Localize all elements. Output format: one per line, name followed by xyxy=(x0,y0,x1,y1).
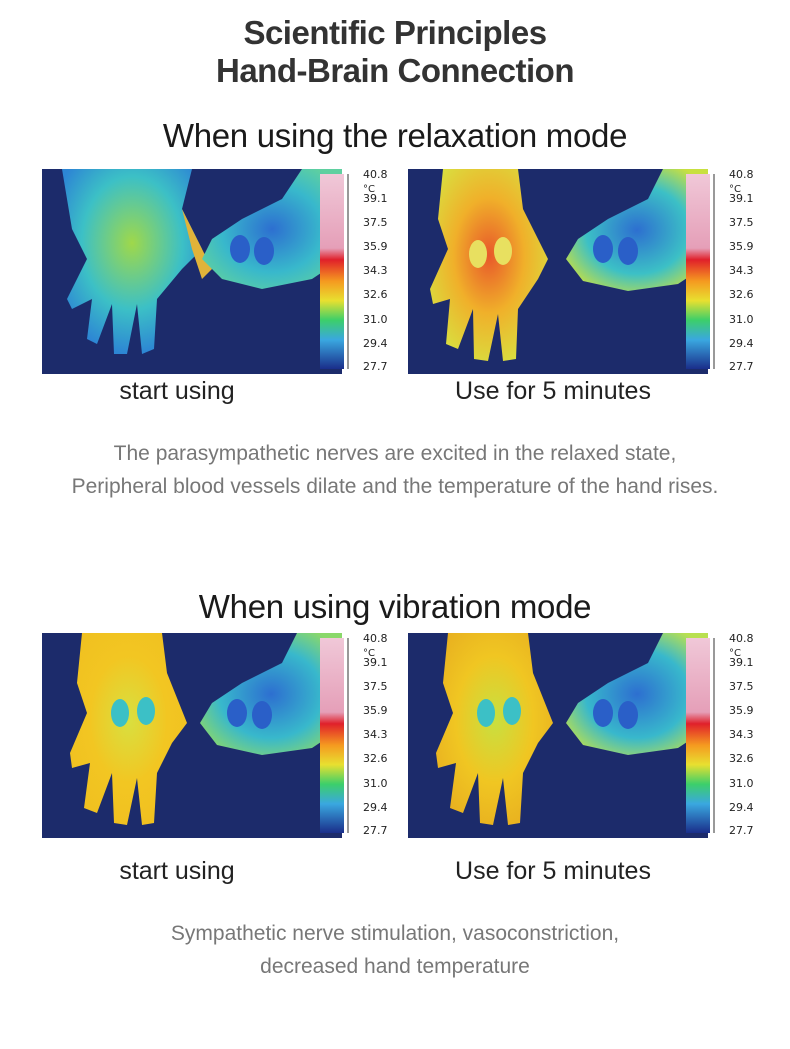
relaxation-heading: When using the relaxation mode xyxy=(162,117,628,154)
scale-label: 32.6 xyxy=(363,288,388,301)
thermal-image-relaxation-start xyxy=(42,169,342,374)
temperature-scale-1: 40.8 °C 39.1 37.5 35.9 34.3 32.6 31.0 29… xyxy=(320,169,400,374)
relaxation-description-line-1: The parasympathetic nerves are excited i… xyxy=(113,442,677,465)
relaxation-description-line-2: Peripheral blood vessels dilate and the … xyxy=(71,475,719,498)
scale-label: 40.8 xyxy=(363,632,388,645)
scale-label: 37.5 xyxy=(363,216,388,229)
scale-label: 39.1 xyxy=(363,192,388,205)
thermal-image-vibration-after xyxy=(408,633,708,838)
temperature-scale-4: 40.8 °C 39.1 37.5 35.9 34.3 32.6 31.0 29… xyxy=(686,633,766,838)
scale-unit: °C xyxy=(363,184,375,195)
caption-relaxation-after: Use for 5 minutes xyxy=(455,377,651,405)
scale-label: 40.8 xyxy=(363,168,388,181)
scale-label: 32.6 xyxy=(363,752,388,765)
scale-unit: °C xyxy=(363,648,375,659)
scale-label: 40.8 xyxy=(729,168,754,181)
thermal-image-relaxation-after xyxy=(408,169,708,374)
scale-label: 37.5 xyxy=(729,216,754,229)
caption-vibration-after: Use for 5 minutes xyxy=(455,857,651,885)
scale-label: 39.1 xyxy=(729,656,754,669)
scale-label: 39.1 xyxy=(363,656,388,669)
scale-label: 27.7 xyxy=(729,824,754,837)
scale-label: 34.3 xyxy=(729,264,754,277)
vibration-description-line-2: decreased hand temperature xyxy=(260,955,530,978)
caption-vibration-start: start using xyxy=(119,857,235,885)
scale-label: 37.5 xyxy=(729,680,754,693)
scale-label: 34.3 xyxy=(363,264,388,277)
scale-label: 39.1 xyxy=(729,192,754,205)
scale-label: 29.4 xyxy=(363,337,388,350)
scale-label: 32.6 xyxy=(729,288,754,301)
scale-label: 29.4 xyxy=(729,337,754,350)
caption-relaxation-start: start using xyxy=(119,377,235,405)
scale-label: 35.9 xyxy=(729,704,754,717)
scale-unit: °C xyxy=(729,184,741,195)
scale-label: 29.4 xyxy=(729,801,754,814)
scale-label: 31.0 xyxy=(729,777,754,790)
vibration-heading: When using vibration mode xyxy=(198,588,592,625)
page-title-line-1: Scientific Principles xyxy=(243,14,547,51)
scale-label: 31.0 xyxy=(729,313,754,326)
page-title-line-2: Hand-Brain Connection xyxy=(216,52,575,89)
scale-label: 31.0 xyxy=(363,777,388,790)
vibration-description-line-1: Sympathetic nerve stimulation, vasoconst… xyxy=(170,922,620,945)
scale-label: 27.7 xyxy=(363,360,388,373)
scale-label: 27.7 xyxy=(363,824,388,837)
scale-label: 35.9 xyxy=(363,704,388,717)
scale-unit: °C xyxy=(729,648,741,659)
scale-label: 34.3 xyxy=(729,728,754,741)
scale-label: 27.7 xyxy=(729,360,754,373)
temperature-scale-2: 40.8 °C 39.1 37.5 35.9 34.3 32.6 31.0 29… xyxy=(686,169,766,374)
scale-label: 31.0 xyxy=(363,313,388,326)
scale-label: 35.9 xyxy=(729,240,754,253)
scale-label: 37.5 xyxy=(363,680,388,693)
scale-label: 29.4 xyxy=(363,801,388,814)
scale-label: 40.8 xyxy=(729,632,754,645)
thermal-image-vibration-start xyxy=(42,633,342,838)
scale-label: 32.6 xyxy=(729,752,754,765)
scale-label: 35.9 xyxy=(363,240,388,253)
scale-label: 34.3 xyxy=(363,728,388,741)
temperature-scale-3: 40.8 °C 39.1 37.5 35.9 34.3 32.6 31.0 29… xyxy=(320,633,400,838)
